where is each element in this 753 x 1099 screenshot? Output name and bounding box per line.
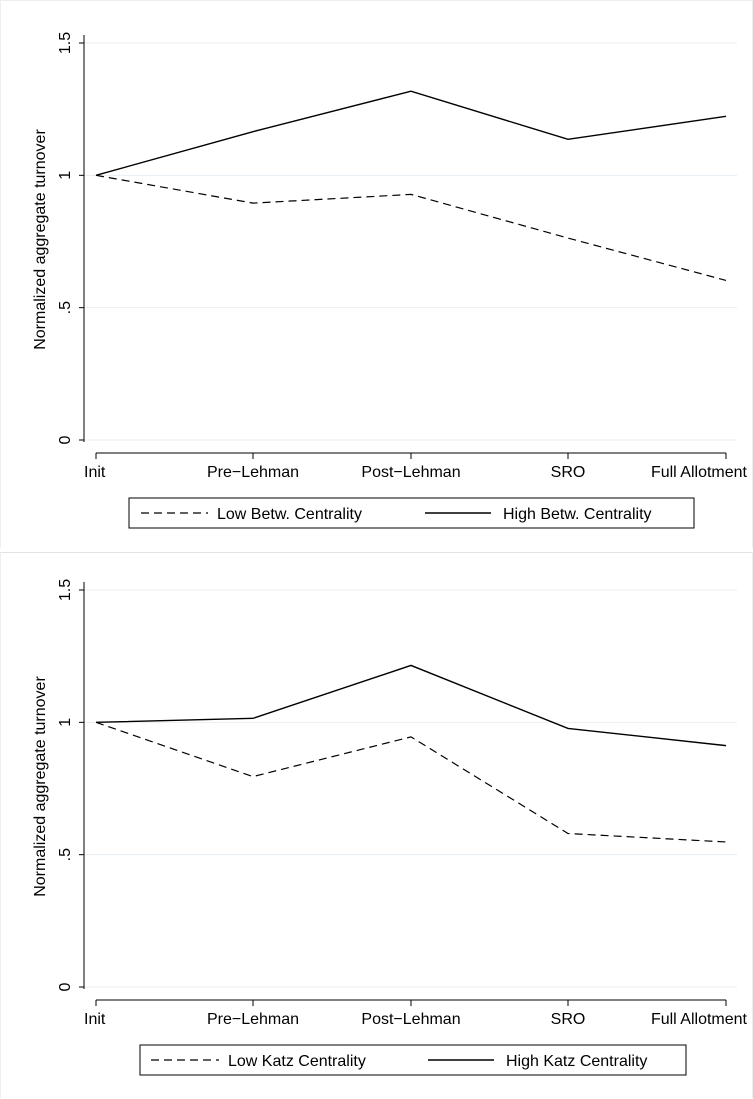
x-tick-label: Pre−Lehman <box>207 1011 299 1028</box>
x-tick-label: Post−Lehman <box>361 464 460 481</box>
series-line-high-katz-centrality <box>95 664 727 747</box>
legend-label: High Katz Centrality <box>506 1053 647 1070</box>
y-tick-label: 0 <box>57 982 74 991</box>
legend-label: Low Katz Centrality <box>228 1053 366 1070</box>
x-tick-label: Full Allotment <box>651 464 748 481</box>
series-line-low-betw-centrality <box>95 174 727 281</box>
chart-panel-katz: 0 .5 1 1.5 Normalized aggregate turnover Init… <box>0 552 753 1098</box>
x-tick-label: Full Allotment <box>651 1011 748 1028</box>
x-tick-label: Post−Lehman <box>361 1011 460 1028</box>
y-tick-label: 1.5 <box>57 579 74 601</box>
y-tick-label: .5 <box>57 848 74 861</box>
x-tick-label: SRO <box>551 464 586 481</box>
y-tick-label: 0 <box>57 435 74 444</box>
series-line-high-betw-centrality <box>95 90 727 177</box>
chart-panel-betweenness: 0 .5 1 1.5 Normalized aggregate turnover Init… <box>0 0 753 548</box>
legend-label: Low Betw. Centrality <box>217 506 362 523</box>
x-tick-label: Pre−Lehman <box>207 464 299 481</box>
x-tick-label: SRO <box>551 1011 586 1028</box>
legend <box>128 497 695 529</box>
y-tick-label: 1 <box>57 171 74 180</box>
y-tick-label: 1.5 <box>57 32 74 54</box>
katz-chart: 0 .5 1 1.5 Normalized aggregate turnover Init… <box>32 579 748 1076</box>
x-tick-label: Init <box>84 464 106 481</box>
x-tick-label: Init <box>84 1011 106 1028</box>
y-axis-label: Normalized aggregate turnover <box>32 676 49 897</box>
y-axis-label: Normalized aggregate turnover <box>32 129 49 350</box>
series-line-low-katz-centrality <box>95 721 727 843</box>
legend-label: High Betw. Centrality <box>503 506 652 523</box>
betweenness-chart: 0 .5 1 1.5 Normalized aggregate turnover Init… <box>32 32 748 529</box>
y-tick-label: .5 <box>57 301 74 314</box>
legend <box>139 1044 687 1076</box>
y-tick-label: 1 <box>57 718 74 727</box>
